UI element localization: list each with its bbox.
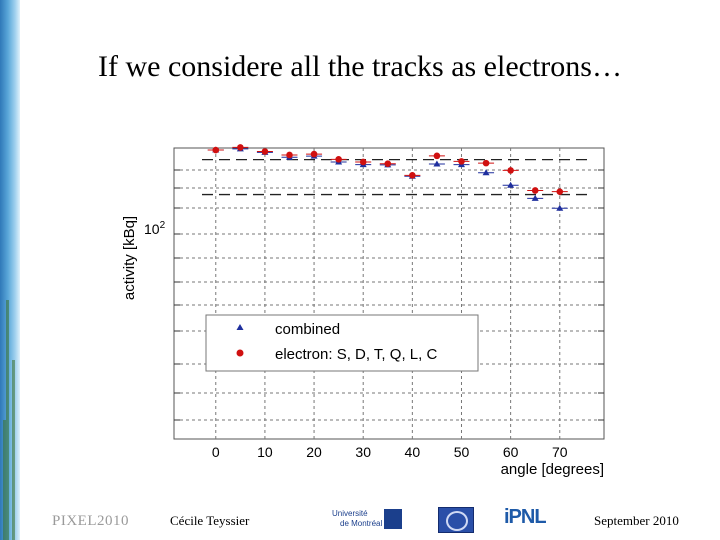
- plot-frame: [173, 147, 605, 440]
- frame-ticks: [174, 169, 604, 421]
- data-point-electron: [556, 188, 564, 195]
- data-point-combined: [507, 181, 515, 188]
- decorative-side-strip: [0, 0, 20, 540]
- x-tick-label: 0: [212, 444, 220, 460]
- data-point-electron: [458, 158, 465, 165]
- conference-name: PIXEL2010: [52, 513, 129, 529]
- data-point-electron: [237, 144, 244, 151]
- udem-logo: Université de Montréal: [332, 509, 402, 531]
- y-tick-base: 10: [144, 221, 160, 237]
- ipnl-logo-text: iPNL: [504, 506, 547, 528]
- chart-container: 0 10 20 30 40 50 60 70 102 activity [kBq] angle…: [114, 140, 614, 480]
- x-tick-label: 50: [454, 444, 470, 460]
- udem-logo-line1: Université: [332, 509, 368, 518]
- x-tick-label: 70: [552, 444, 568, 460]
- data-point-combined: [482, 169, 490, 176]
- data-point-combined: [556, 204, 564, 211]
- slide-title: If we considere all the tracks as electr…: [98, 50, 622, 83]
- data-point-combined: [531, 194, 539, 201]
- grass-blade: [6, 300, 9, 540]
- activity-vs-angle-chart: 0 10 20 30 40 50 60 70 102 activity [kBq] angle…: [121, 144, 605, 478]
- y-tick-group: 102: [144, 220, 166, 237]
- y-tick-exponent: 2: [160, 220, 166, 231]
- presentation-date: September 2010: [594, 513, 679, 528]
- legend-box: [205, 314, 479, 372]
- x-axis-label: angle [degrees]: [501, 461, 604, 478]
- data-point-electron: [507, 167, 514, 174]
- data-point-electron: [335, 156, 342, 163]
- x-tick-label: 10: [257, 444, 273, 460]
- legend: combined electron: S, D, T, Q, L, C: [205, 314, 479, 372]
- data-point-combined: [433, 160, 441, 167]
- udem-logo-mark: [384, 509, 402, 529]
- legend-marker-combined: [236, 324, 244, 330]
- y-axis-label: activity [kBq]: [121, 216, 138, 300]
- data-point-electron: [261, 148, 269, 155]
- data-point-electron: [359, 158, 367, 166]
- grid-layer: [174, 148, 604, 439]
- data-point-electron: [482, 159, 490, 167]
- legend-label-combined: combined: [275, 321, 340, 338]
- x-tick-labels: 0 10 20 30 40 50 60 70: [212, 444, 568, 460]
- data-point-electron: [409, 172, 416, 179]
- reference-lines: [202, 158, 592, 196]
- y-tick-label: 102: [144, 220, 166, 237]
- data-point-electron: [531, 187, 539, 194]
- data-point-electron: [384, 160, 392, 168]
- data-point-electron: [286, 151, 293, 159]
- x-tick-label: 40: [405, 444, 421, 460]
- data-point-electron: [212, 146, 220, 154]
- ipnl-logo: iPNL: [504, 506, 550, 532]
- series-layer: [207, 144, 568, 211]
- data-point-electron: [310, 150, 318, 158]
- legend-marker-electron: [236, 349, 244, 357]
- x-tick-label: 30: [355, 444, 371, 460]
- grass-blade: [12, 360, 15, 540]
- x-tick-label: 20: [306, 444, 322, 460]
- author-name: Cécile Teyssier: [170, 513, 250, 528]
- institute-seal-logo: [438, 507, 474, 533]
- slide-footer: PIXEL2010 Cécile Teyssier Université de …: [0, 500, 720, 540]
- grass-blade: [3, 420, 6, 540]
- legend-label-electron: electron: S, D, T, Q, L, C: [275, 346, 437, 363]
- x-tick-label: 60: [503, 444, 519, 460]
- udem-logo-line2: de Montréal: [340, 519, 383, 528]
- data-point-electron: [433, 152, 441, 160]
